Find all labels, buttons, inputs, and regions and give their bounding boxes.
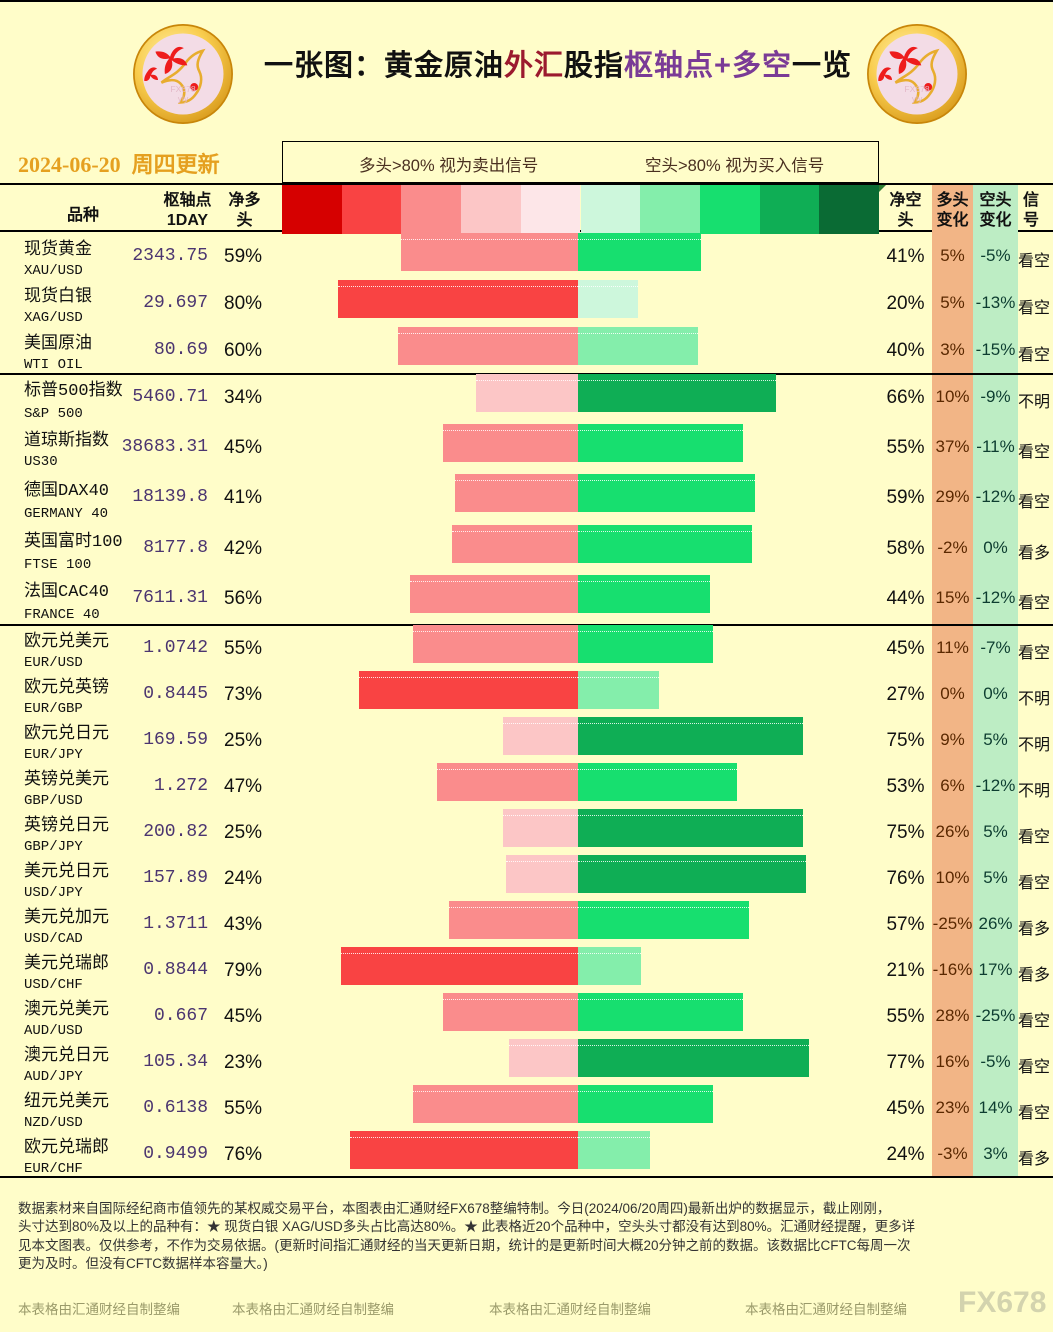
svg-text:yly: yly (178, 94, 189, 104)
svg-text:yly: yly (912, 94, 923, 104)
svg-text:FX678: FX678 (170, 84, 196, 94)
svg-text:FX678: FX678 (904, 84, 930, 94)
